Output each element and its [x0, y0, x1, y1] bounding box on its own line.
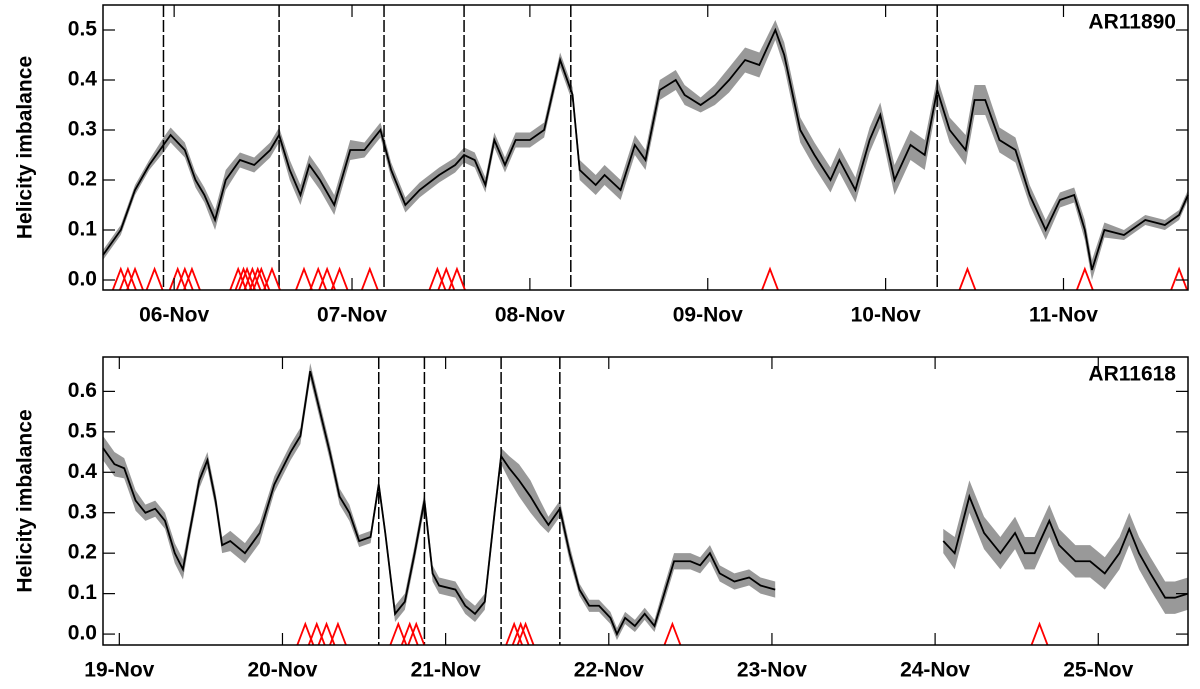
flare-marker: [1075, 266, 1094, 291]
y-tick-label: 0.1: [68, 218, 98, 241]
x-tick-label: 24-Nov: [900, 659, 970, 682]
x-tick-label: 23-Nov: [737, 659, 807, 682]
flare-marker: [309, 266, 328, 291]
x-tick-label: 20-Nov: [247, 659, 317, 682]
x-tick-label: 21-Nov: [411, 659, 481, 682]
flare-marker: [243, 266, 262, 291]
helicity-line: [102, 370, 776, 637]
flare-marker: [263, 266, 281, 291]
flare-marker: [295, 266, 313, 291]
flare-marker: [296, 621, 315, 646]
x-tick-label: 22-Nov: [574, 659, 644, 682]
flare-marker: [761, 266, 779, 291]
flare-marker: [516, 621, 535, 646]
y-tick-label: 0.1: [68, 581, 98, 604]
x-tick-label: 19-Nov: [84, 659, 154, 682]
x-tick-label: 09-Nov: [673, 304, 743, 327]
error-band: [103, 363, 776, 641]
annotation: AR11890: [1088, 11, 1176, 34]
flare-marker: [329, 621, 347, 646]
flare-marker: [1030, 621, 1049, 646]
flare-marker: [958, 266, 977, 291]
plot-frame: [102, 4, 1189, 291]
y-tick-label: 0.2: [68, 168, 97, 191]
flare-marker: [407, 621, 426, 646]
flare-marker: [360, 266, 379, 291]
y-tick-label: 0.4: [68, 68, 98, 91]
x-tick-label: 06-Nov: [139, 304, 209, 327]
y-axis-label: Helicity imbalance: [14, 409, 37, 592]
x-tick-label: 10-Nov: [851, 304, 921, 327]
annotation: AR11618: [1088, 363, 1176, 386]
x-tick-label: 07-Nov: [317, 304, 387, 327]
flare-marker: [119, 266, 137, 291]
flare-marker: [389, 621, 408, 646]
flare-marker: [234, 266, 253, 291]
y-tick-label: 0.5: [68, 419, 98, 442]
flare-marker: [183, 266, 201, 291]
flare-marker: [248, 266, 267, 291]
error-band: [103, 20, 1188, 280]
flare-marker: [330, 266, 349, 291]
flare-marker: [168, 266, 187, 291]
flare-marker: [229, 266, 248, 291]
plot-frame: [102, 356, 1189, 646]
y-tick-label: 0.4: [68, 460, 98, 483]
flare-marker: [145, 266, 164, 291]
flare-marker: [175, 266, 194, 291]
x-tick-label: 11-Nov: [1029, 304, 1098, 327]
x-tick-label: 25-Nov: [1063, 659, 1133, 682]
error-band: [943, 480, 1188, 614]
flare-marker: [663, 621, 682, 646]
flare-marker: [428, 266, 447, 291]
flare-marker: [511, 621, 530, 646]
y-tick-label: 0.3: [68, 118, 97, 141]
y-axis-label: Helicity imbalance: [14, 56, 37, 239]
y-tick-label: 0.0: [68, 268, 97, 291]
y-tick-label: 0.2: [68, 541, 97, 564]
x-tick-label: 08-Nov: [495, 304, 565, 327]
y-tick-label: 0.5: [68, 18, 98, 41]
flare-marker: [400, 621, 419, 646]
flare-marker: [318, 266, 336, 291]
y-tick-label: 0.6: [68, 379, 97, 402]
flare-marker: [126, 266, 144, 291]
flare-marker: [448, 266, 466, 291]
flare-marker: [111, 266, 130, 291]
helicity-line: [102, 27, 1189, 271]
y-tick-label: 0.0: [68, 622, 97, 645]
y-tick-label: 0.3: [68, 500, 97, 523]
flare-marker: [1170, 266, 1188, 291]
helicity-line: [942, 493, 1189, 599]
